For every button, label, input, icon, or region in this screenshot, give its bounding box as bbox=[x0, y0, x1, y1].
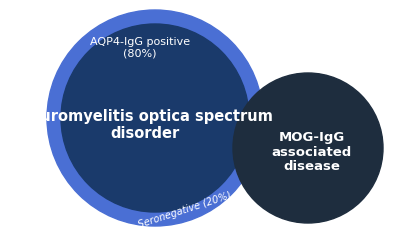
Circle shape bbox=[233, 73, 383, 223]
Text: Neuromyelitis optica spectrum
disorder: Neuromyelitis optica spectrum disorder bbox=[18, 109, 272, 141]
Circle shape bbox=[61, 24, 249, 212]
Text: Seronegative (20%): Seronegative (20%) bbox=[137, 190, 233, 230]
Text: AQP4-IgG positive
(80%): AQP4-IgG positive (80%) bbox=[90, 37, 190, 59]
Circle shape bbox=[47, 10, 263, 226]
Text: MOG-IgG
associated
disease: MOG-IgG associated disease bbox=[272, 130, 352, 174]
